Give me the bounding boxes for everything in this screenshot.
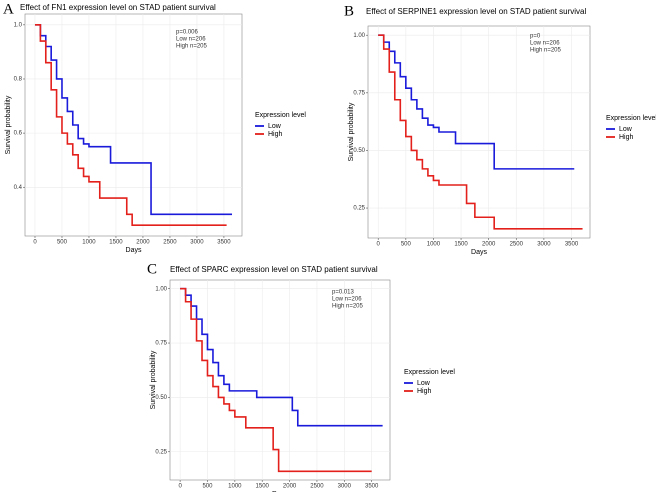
panel-letter: B <box>344 3 354 19</box>
x-tick-label: 0 <box>33 240 37 246</box>
legend-label: Low <box>268 123 282 130</box>
x-tick-label: 2000 <box>136 240 150 246</box>
x-tick-label: 3500 <box>217 240 231 246</box>
x-tick-label: 2500 <box>163 240 177 246</box>
y-tick-label: 1.0 <box>14 22 23 28</box>
x-axis-label: Days <box>126 247 142 254</box>
annotation: Low n=206 <box>530 41 560 47</box>
y-tick-label: 0.4 <box>14 185 23 191</box>
legend-title: Expression level <box>255 112 306 119</box>
annotation: p=0.013 <box>332 290 355 296</box>
x-tick-label: 3500 <box>565 242 579 248</box>
x-tick-label: 3000 <box>537 242 551 248</box>
annotation: p=0 <box>530 34 541 40</box>
y-axis-label: Survival probability <box>5 95 12 154</box>
y-axis-label: Survival probability <box>348 102 355 161</box>
plot-area <box>367 25 591 239</box>
y-tick-label: 0.25 <box>353 206 365 212</box>
x-tick-label: 2500 <box>510 242 524 248</box>
x-tick-label: 0 <box>377 242 381 248</box>
x-tick-label: 1500 <box>454 242 468 248</box>
x-tick-label: 500 <box>401 242 412 248</box>
x-tick-label: 3500 <box>365 484 379 490</box>
x-tick-label: 0 <box>178 484 182 490</box>
legend-label: Low <box>619 126 633 133</box>
chart-title: Effect of FN1 expression level on STAD p… <box>20 3 216 12</box>
x-tick-label: 3000 <box>338 484 352 490</box>
annotation: Low n=206 <box>176 37 206 43</box>
x-tick-label: 1000 <box>228 484 242 490</box>
y-tick-label: 0.75 <box>155 341 167 347</box>
annotation: p=0.006 <box>176 30 199 36</box>
legend-label: High <box>268 131 283 138</box>
x-tick-label: 2000 <box>283 484 297 490</box>
y-axis-label: Survival probability <box>150 350 157 409</box>
x-tick-label: 1000 <box>427 242 441 248</box>
survival-curve <box>34 24 227 226</box>
chart-title: Effect of SPARC expression level on STAD… <box>170 265 378 274</box>
x-axis-label: Days <box>471 249 487 256</box>
y-tick-label: 0.50 <box>155 395 167 401</box>
survival-curve <box>180 287 372 473</box>
annotation: High n=205 <box>176 44 208 50</box>
survival-curve <box>378 34 583 230</box>
legend-label: High <box>417 388 432 395</box>
legend-label: Low <box>417 380 431 387</box>
plot-area <box>24 13 243 237</box>
y-tick-label: 0.6 <box>14 131 23 137</box>
x-tick-label: 1000 <box>82 240 96 246</box>
annotation: High n=205 <box>530 48 562 54</box>
panel-letter: C <box>147 261 157 277</box>
x-tick-label: 500 <box>202 484 213 490</box>
x-axis-label: Days <box>272 491 288 492</box>
x-tick-label: 1500 <box>109 240 123 246</box>
plot-area <box>169 279 391 481</box>
survival-curve <box>180 287 383 427</box>
y-tick-label: 1.00 <box>353 33 365 39</box>
x-tick-label: 500 <box>57 240 68 246</box>
x-tick-label: 2500 <box>310 484 324 490</box>
y-tick-label: 0.8 <box>14 77 23 83</box>
annotation: High n=205 <box>332 304 364 310</box>
survival-curve <box>378 34 575 170</box>
y-tick-label: 0.50 <box>353 148 365 154</box>
legend-label: High <box>619 134 634 141</box>
panel-letter: A <box>3 1 14 17</box>
annotation: Low n=206 <box>332 297 362 303</box>
y-tick-label: 0.75 <box>353 90 365 96</box>
x-tick-label: 1500 <box>256 484 270 490</box>
survival-curve <box>34 24 233 216</box>
y-tick-label: 1.00 <box>155 286 167 292</box>
y-tick-label: 0.25 <box>155 449 167 455</box>
chart-title: Effect of SERPINE1 expression level on S… <box>366 7 586 16</box>
x-tick-label: 3000 <box>190 240 204 246</box>
legend-title: Expression level <box>404 369 455 376</box>
legend-title: Expression level <box>606 115 656 122</box>
x-tick-label: 2000 <box>482 242 496 248</box>
